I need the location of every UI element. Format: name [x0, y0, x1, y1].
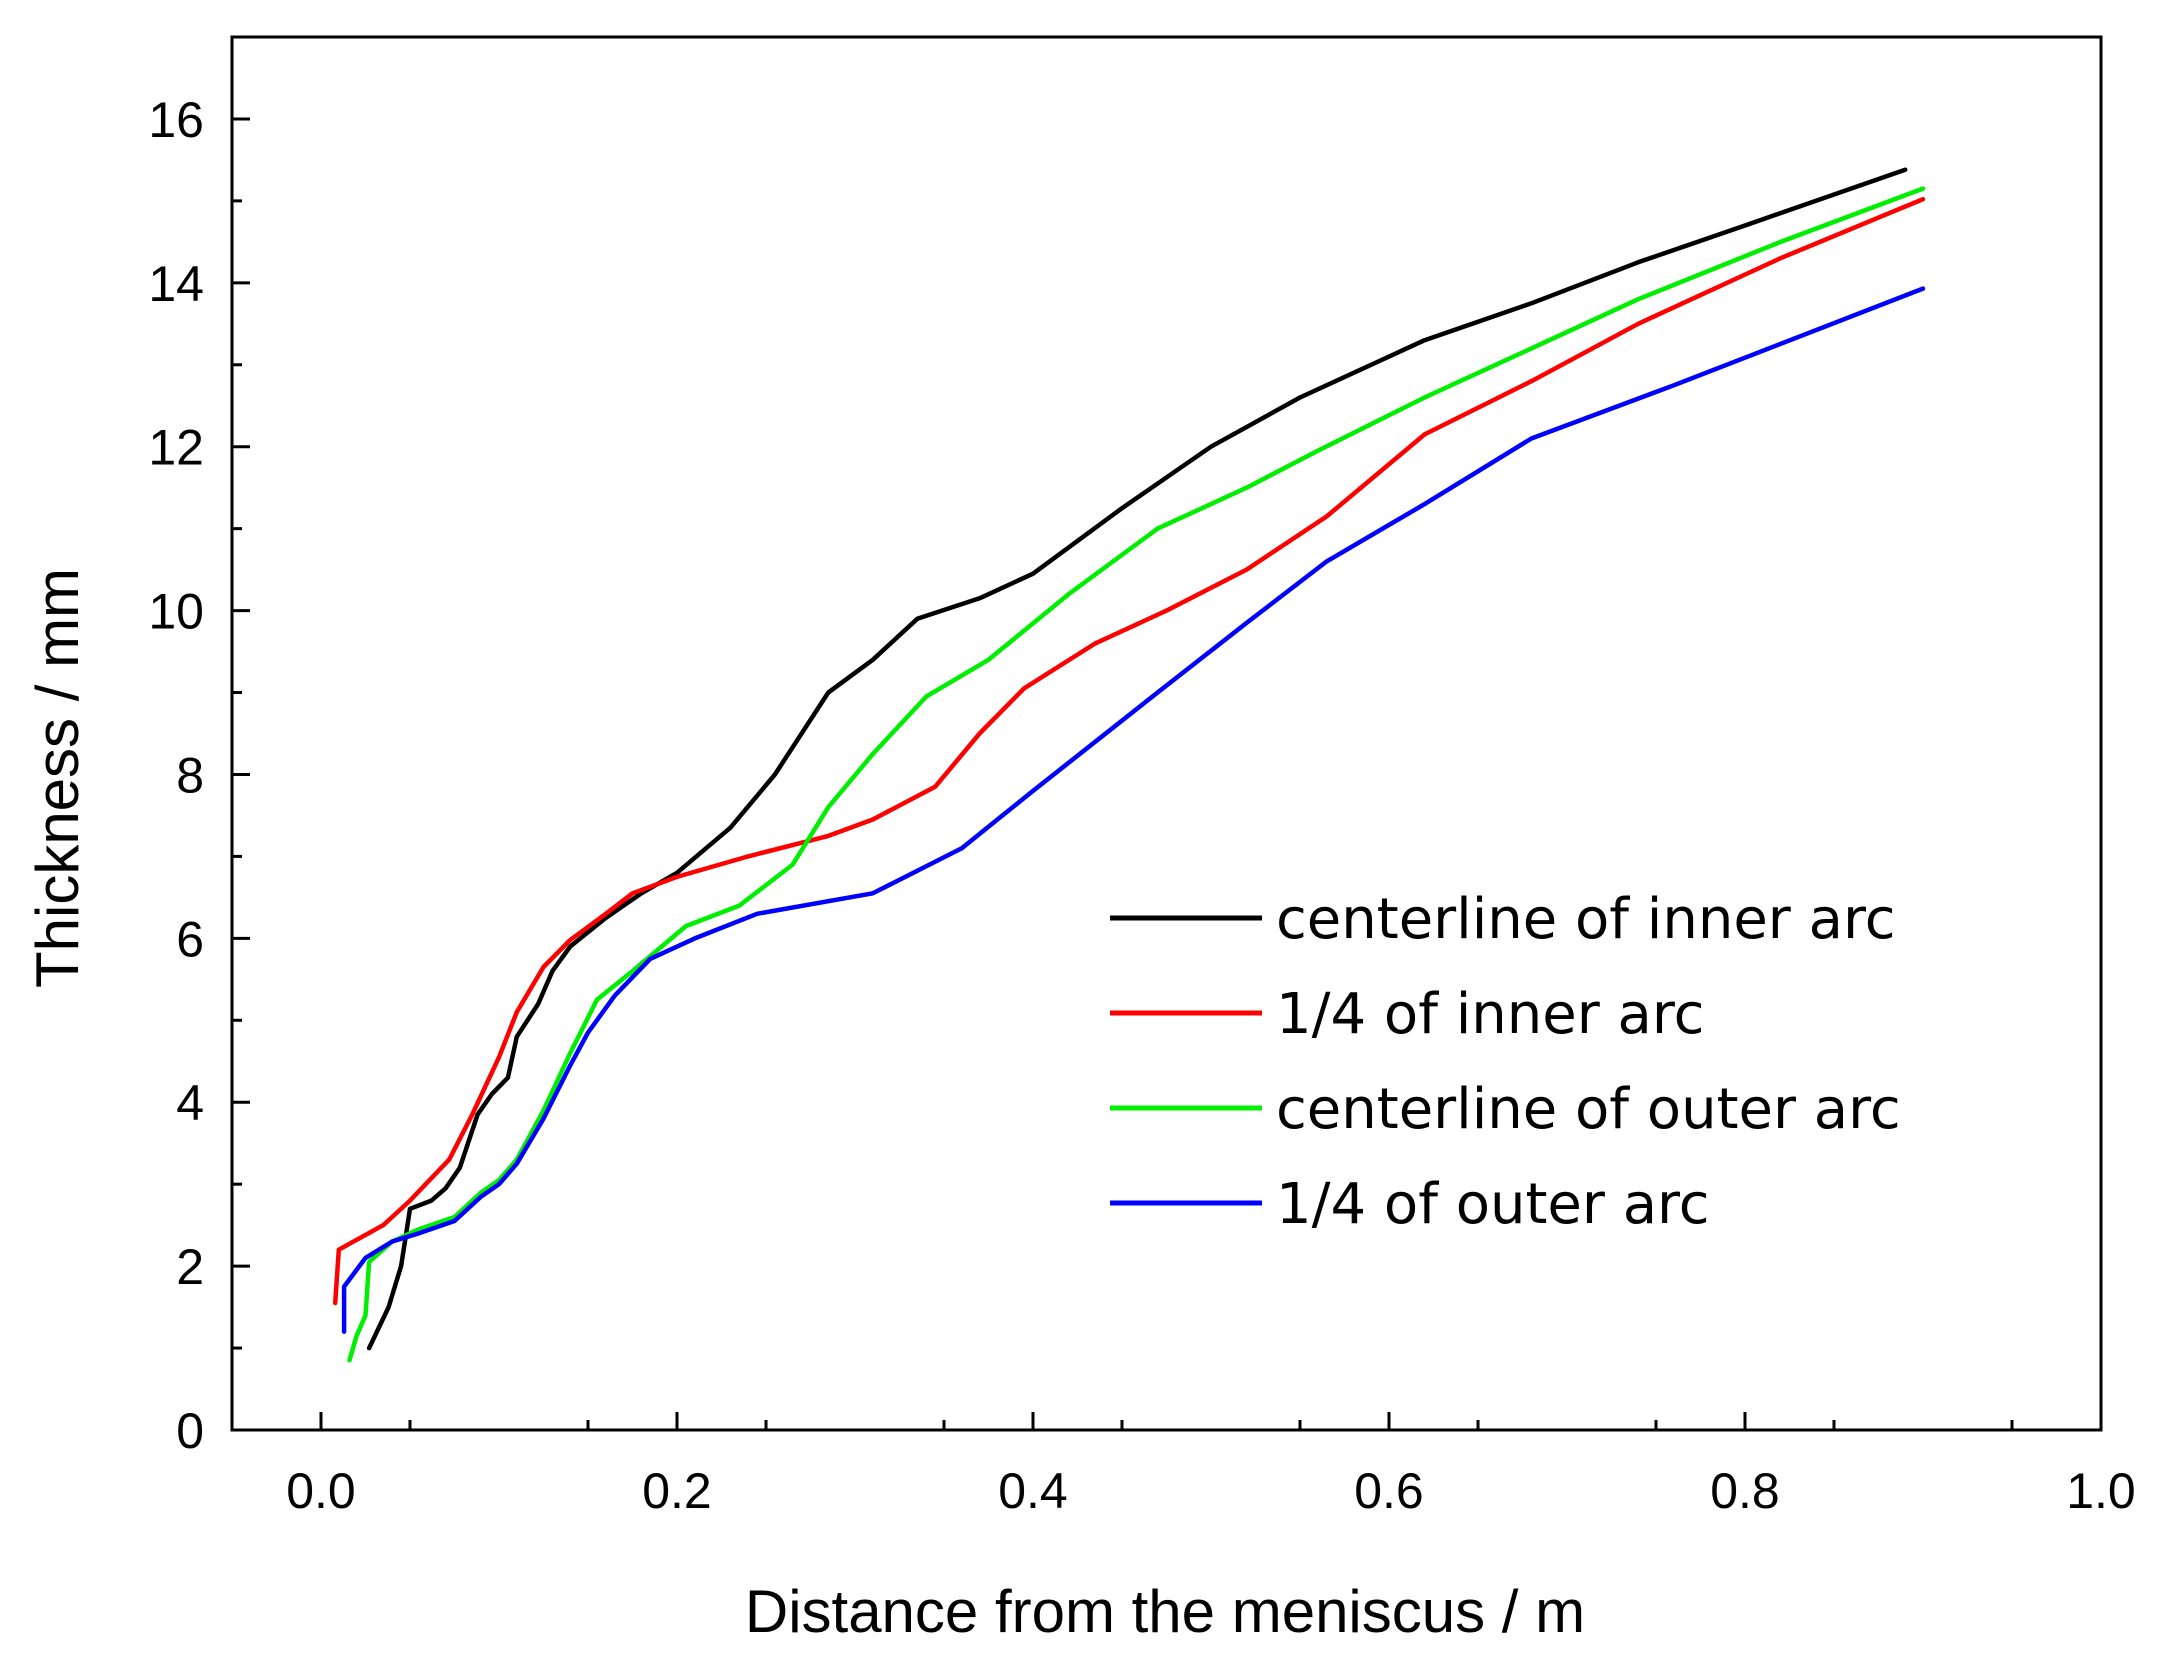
series-line-3 — [347, 186, 1926, 1363]
legend-label-2: 1/4 of inner arc — [1276, 982, 1704, 1047]
legend-label-3: centerline of outer arc — [1276, 1077, 1901, 1142]
y-tick-label: 2 — [176, 1239, 204, 1295]
x-tick-label: 1.0 — [2066, 1463, 2136, 1519]
legend: centerline of inner arc 1/4 of inner arc c… — [1110, 887, 1901, 1237]
series-line-4 — [341, 286, 1926, 1334]
series-layer — [332, 167, 1926, 1363]
x-tick-label: 0.4 — [998, 1463, 1068, 1519]
plot-area — [230, 35, 2103, 1432]
legend-label-4: 1/4 of outer arc — [1276, 1172, 1710, 1237]
y-tick-label: 4 — [176, 1075, 204, 1131]
y-axis: 0 2 4 6 8 10 12 14 16 — [148, 92, 250, 1459]
y-tick-label: 6 — [176, 911, 204, 967]
y-axis-title: Thickness / mm — [24, 568, 91, 988]
plot-frame — [230, 35, 2103, 1432]
x-axis-title: Distance from the meniscus / m — [745, 1578, 1585, 1645]
y-tick-label: 10 — [148, 584, 204, 640]
y-tick-label: 16 — [148, 92, 204, 148]
x-tick-label: 0.0 — [286, 1463, 356, 1519]
y-tick-label: 14 — [148, 256, 204, 312]
x-tick-label: 0.6 — [1354, 1463, 1424, 1519]
legend-label-1: centerline of inner arc — [1276, 887, 1896, 952]
x-axis: 0.0 0.2 0.4 0.6 0.8 1.0 — [230, 1412, 2136, 1519]
y-tick-label: 12 — [148, 420, 204, 476]
y-tick-label: 8 — [176, 747, 204, 803]
x-tick-label: 0.8 — [1710, 1463, 1780, 1519]
x-tick-label: 0.2 — [642, 1463, 712, 1519]
y-tick-label: 0 — [176, 1403, 204, 1459]
series-line-2 — [332, 196, 1926, 1306]
